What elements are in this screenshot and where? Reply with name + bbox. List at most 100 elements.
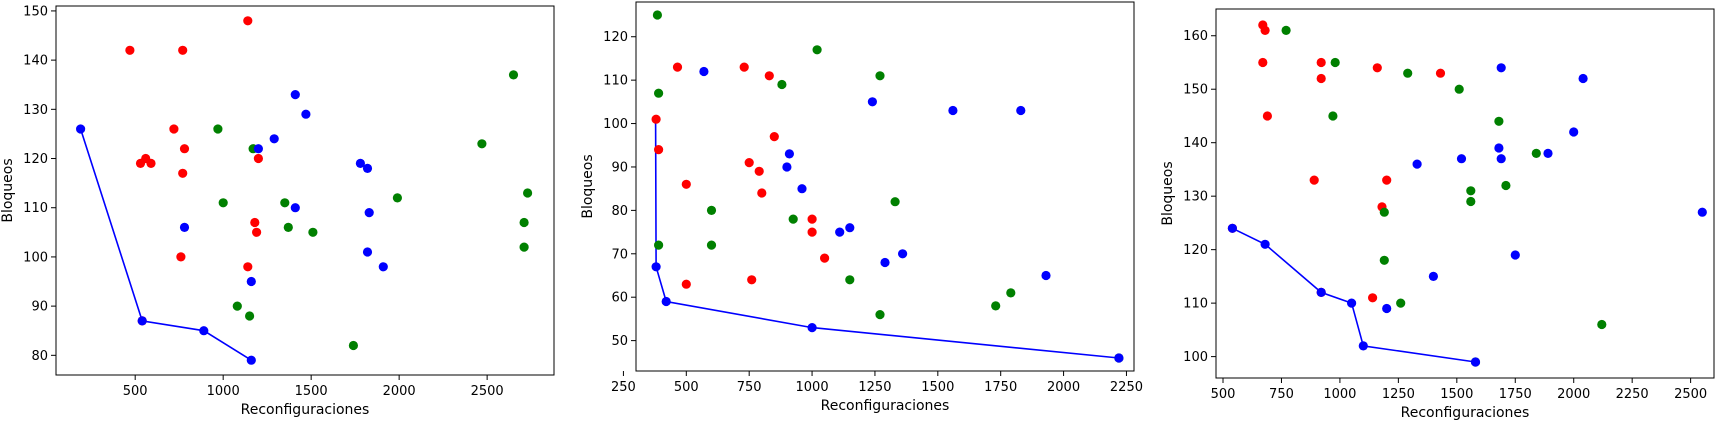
blue-point <box>179 222 190 232</box>
red-point <box>757 188 767 198</box>
x-tick-label: 500 <box>123 384 148 399</box>
y-tick-label: 100 <box>603 117 628 132</box>
blue-point <box>362 163 373 173</box>
green-point <box>308 227 318 237</box>
blue-point <box>699 66 709 77</box>
green-point <box>654 240 664 250</box>
red-point <box>681 279 691 289</box>
green-point <box>1466 186 1476 196</box>
green-point <box>213 124 223 134</box>
blue-point <box>246 355 256 365</box>
blue-point <box>880 257 890 268</box>
red-point <box>252 227 262 237</box>
y-tick-label: 70 <box>611 247 628 262</box>
blue-point <box>290 90 300 100</box>
blue-point <box>1494 143 1504 153</box>
red-point <box>179 144 190 154</box>
green-point <box>1379 255 1389 265</box>
green-point <box>1494 116 1504 126</box>
red-point <box>243 16 253 26</box>
blue-point <box>1382 303 1392 314</box>
green-point <box>1466 196 1476 207</box>
red-point <box>654 145 664 155</box>
blue-point <box>1578 73 1588 84</box>
blue-point <box>661 296 671 307</box>
green-point <box>706 240 717 250</box>
blue-point <box>1347 298 1357 308</box>
y-tick-label: 90 <box>611 160 628 175</box>
red-point <box>769 132 779 142</box>
x-tick-label: 2250 <box>1616 387 1649 402</box>
red-point <box>1316 73 1326 84</box>
green-point <box>1454 84 1464 94</box>
red-point <box>1260 25 1270 35</box>
green-point <box>1330 57 1340 68</box>
red-point <box>178 168 188 178</box>
red-point <box>146 158 156 168</box>
blue-point <box>898 249 908 259</box>
blue-point <box>290 203 300 213</box>
red-point <box>744 158 754 168</box>
green-point <box>1396 298 1406 308</box>
blue-point <box>1428 271 1438 281</box>
x-tick-label: 2000 <box>1047 380 1080 395</box>
y-tick-label: 60 <box>611 291 628 306</box>
x-tick-label: 1750 <box>984 380 1017 395</box>
blue-point <box>137 316 147 326</box>
green-point <box>1379 207 1389 217</box>
plot-area-frame <box>55 5 555 376</box>
green-point <box>245 311 255 321</box>
blue-point <box>364 208 374 218</box>
red-point <box>807 214 817 224</box>
x-tick-label: 1000 <box>207 384 240 399</box>
blue-point <box>1470 357 1481 367</box>
x-tick-label: 750 <box>737 380 762 395</box>
frontier-line <box>654 119 1119 359</box>
green-point <box>283 222 293 232</box>
x-tick-label: 750 <box>1269 387 1294 402</box>
blue-point <box>845 223 855 233</box>
green-point <box>875 310 885 320</box>
green-point <box>523 188 533 198</box>
red-point <box>243 262 253 272</box>
blue-point <box>1543 148 1553 158</box>
blue-point <box>76 124 86 134</box>
y-tick-label: 50 <box>611 334 628 349</box>
red-point <box>754 166 764 176</box>
green-point <box>519 217 529 228</box>
blue-point <box>253 144 263 154</box>
red-point <box>1435 68 1446 78</box>
y-tick-label: 130 <box>1183 190 1208 205</box>
red-point <box>125 45 135 55</box>
blue-point <box>269 134 279 144</box>
x-axis-label: Reconfiguraciones <box>821 398 950 414</box>
blue-point <box>1412 159 1422 169</box>
y-tick-label: 160 <box>1183 29 1208 44</box>
plot-area-frame <box>635 1 1135 372</box>
green-point <box>1403 68 1413 78</box>
y-tick-label: 140 <box>1183 136 1208 151</box>
blue-point <box>1569 127 1579 137</box>
x-tick-label: 2500 <box>471 384 504 399</box>
x-axis-label: Reconfiguraciones <box>241 402 370 418</box>
blue-point <box>1227 223 1237 233</box>
chart-panel-2: 250 500 750 1000 1250 1500 1750 2000 2250 50 60 70 8… <box>580 1 1143 414</box>
red-point <box>764 71 774 81</box>
green-point <box>1501 180 1511 191</box>
red-point <box>1372 63 1382 73</box>
blue-point <box>1697 207 1707 217</box>
x-axis-label: Reconfiguraciones <box>1401 405 1530 421</box>
blue-point <box>378 262 388 272</box>
green-point <box>508 70 519 80</box>
green-point <box>348 340 358 351</box>
y-tick-label: 110 <box>23 201 48 216</box>
green-point <box>1281 25 1291 35</box>
red-point <box>807 227 817 237</box>
green-point <box>845 275 855 285</box>
green-point <box>1597 319 1607 330</box>
green-point <box>1531 148 1541 158</box>
x-tick-label: 2500 <box>1674 387 1707 402</box>
green-point <box>890 197 900 207</box>
blue-point <box>1260 239 1270 249</box>
y-tick-label: 120 <box>603 30 628 45</box>
